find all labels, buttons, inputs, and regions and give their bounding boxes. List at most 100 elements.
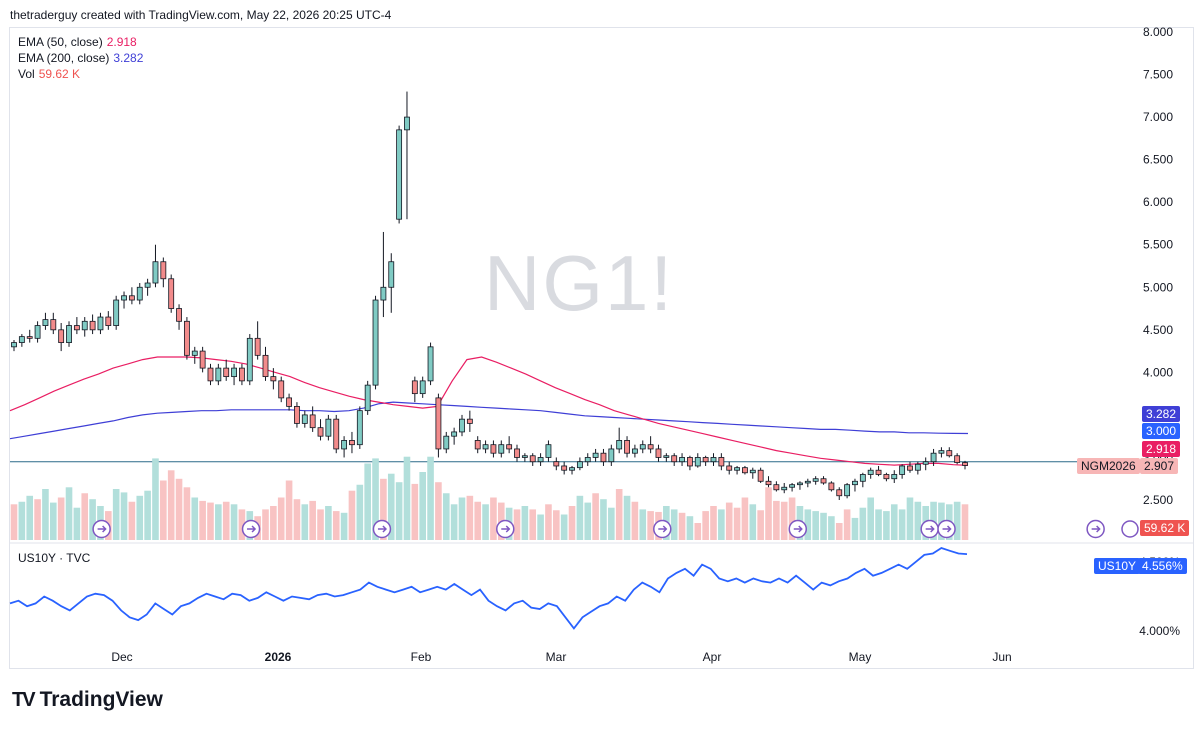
x-tick-label: Jun [992, 650, 1011, 664]
volume-bar [191, 497, 199, 540]
volume-bar [773, 500, 780, 540]
volume-bar [851, 517, 859, 540]
candle-body [325, 418, 332, 437]
legend-ema50-label: EMA (50, close) [18, 35, 103, 49]
legend-ema200-label: EMA (200, close) [18, 51, 110, 65]
volume-bar [466, 495, 474, 540]
volume-bar [608, 507, 615, 540]
volume-bar [820, 512, 827, 540]
y-tick-label: 6.500 [1143, 153, 1173, 167]
volume-bar [411, 483, 419, 540]
volume-bar [537, 514, 544, 540]
volume-bar [293, 499, 301, 540]
level-price-tag: 3.000 [1142, 423, 1181, 439]
candle-body [81, 320, 88, 331]
candle-body [859, 474, 866, 482]
candle-body [490, 444, 497, 454]
candle-body [144, 282, 151, 288]
legend-ema50[interactable]: EMA (50, close) 2.918 [18, 35, 137, 49]
volume-bar [788, 497, 796, 540]
ema200-line [9, 401, 969, 440]
volume-bar [474, 501, 482, 540]
legend-volume[interactable]: Vol 59.62 K [18, 67, 80, 81]
tradingview-logo[interactable]: TV TradingView [12, 688, 163, 712]
candle-body [946, 450, 953, 457]
chart-frame [9, 27, 1194, 669]
volume-bar [18, 501, 26, 540]
volume-bar [710, 506, 717, 540]
volume-bar [883, 511, 890, 540]
event-marker-arrow [1091, 525, 1101, 533]
volume-bar [222, 501, 230, 540]
candle-body [631, 448, 638, 454]
candle-body [380, 286, 387, 301]
legend-ema200[interactable]: EMA (200, close) 3.282 [18, 51, 143, 65]
volume-bar [167, 470, 175, 540]
candle-body [278, 380, 285, 399]
candle-body [844, 484, 851, 497]
candle-body [73, 325, 80, 331]
candle-body [867, 469, 874, 475]
volume-bar [600, 499, 607, 540]
candle-body [176, 308, 182, 322]
candle-body [875, 469, 882, 475]
candle-body [663, 455, 670, 458]
volume-bar [961, 504, 969, 540]
volume-bar [890, 504, 898, 540]
volume-bar [285, 480, 293, 540]
volume-bar [435, 482, 442, 540]
candle-body [954, 455, 961, 463]
last-price-tag: 2.907 [1140, 458, 1179, 474]
volume-bar [364, 463, 371, 540]
candle-body [592, 452, 599, 458]
candle-body [907, 465, 913, 471]
candle-body [797, 482, 803, 486]
volume-bar [686, 516, 694, 540]
volume-bar [340, 512, 348, 540]
volume-bar [647, 511, 654, 540]
candle-body [207, 367, 214, 382]
candle-body [647, 444, 654, 450]
volume-bar [372, 458, 379, 540]
volume-bar [136, 495, 144, 540]
volume-bar [843, 509, 851, 540]
volume-bar [65, 487, 73, 540]
candle-body [286, 397, 292, 407]
volume-bar [128, 501, 136, 540]
candle-body [616, 440, 623, 450]
candle-body [576, 461, 583, 469]
volume-bar [694, 523, 702, 540]
candle-body [466, 418, 473, 424]
y-tick-label: 4.500 [1143, 323, 1173, 337]
candle-body [183, 320, 190, 356]
candle-body [42, 319, 49, 326]
volume-bar [780, 501, 788, 540]
volume-bar [317, 509, 324, 540]
candle-body [514, 448, 520, 458]
candle-body [608, 448, 615, 463]
legend-ema50-value: 2.918 [106, 35, 137, 49]
volume-bar [81, 493, 89, 540]
candle-body [553, 461, 560, 467]
candle-body [474, 440, 481, 450]
legend-ema200-value: 3.282 [113, 51, 144, 65]
candle-body [26, 336, 33, 339]
volume-bar [741, 497, 749, 540]
volume-bar [49, 502, 57, 540]
volume-bar [277, 497, 285, 540]
volume-bar [631, 501, 639, 540]
volume-bar [576, 495, 584, 540]
volume-bar [749, 504, 757, 540]
candle-body [113, 299, 120, 326]
volume-bar [309, 500, 316, 540]
candle-body [89, 320, 96, 331]
candle-body [891, 474, 898, 480]
candle-body [396, 129, 403, 220]
candle-body [231, 367, 237, 378]
volume-bar [120, 492, 128, 540]
y-tick-label: 5.000 [1143, 280, 1173, 294]
volume-bar [678, 512, 686, 540]
candle-body [443, 435, 450, 450]
ema50-line [9, 356, 969, 466]
